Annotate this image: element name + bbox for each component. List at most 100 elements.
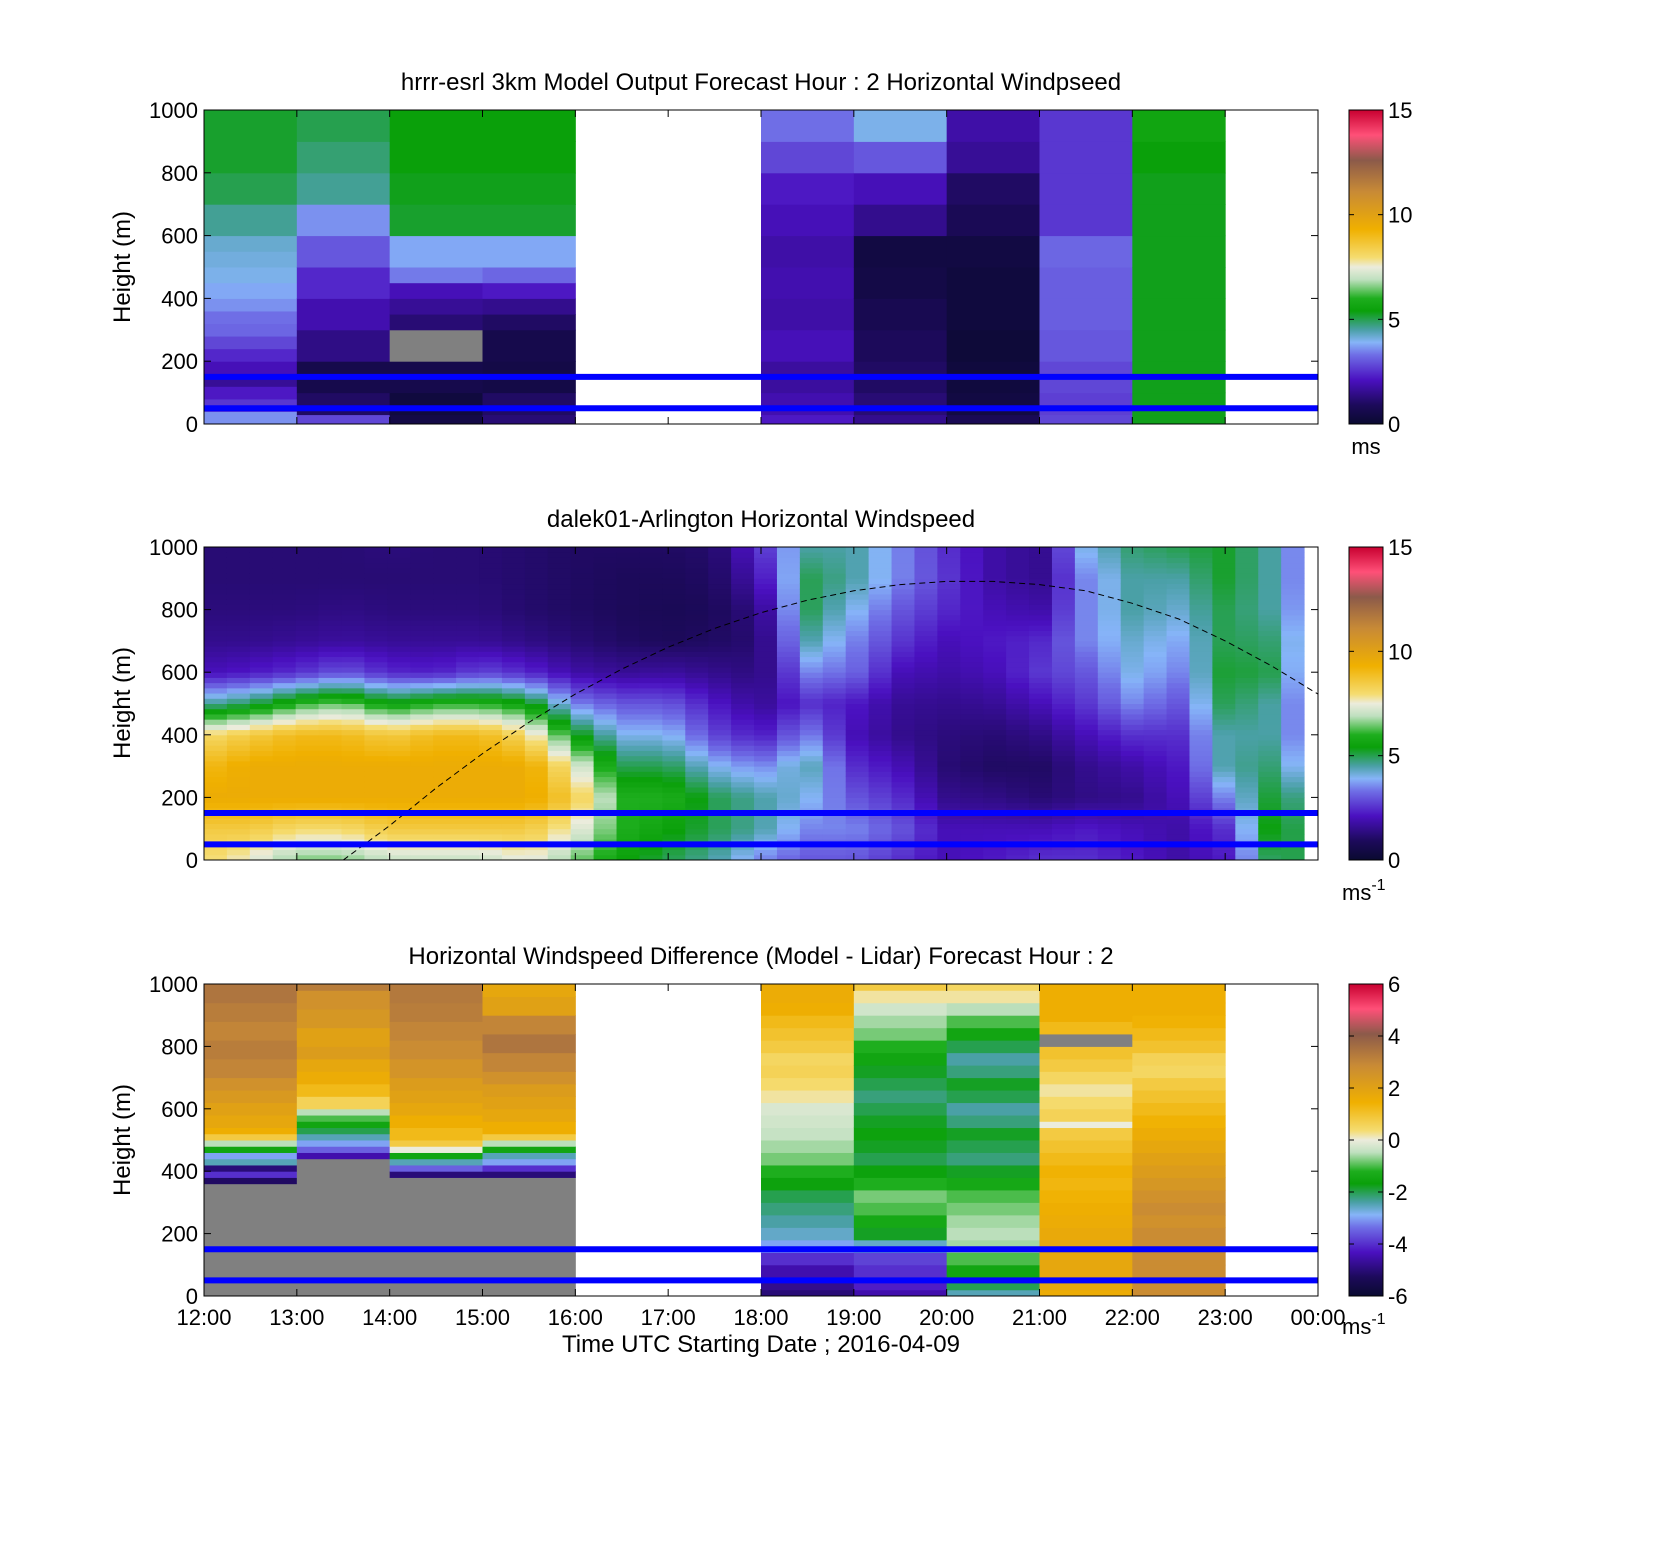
heatmap-cell xyxy=(1074,562,1099,569)
heatmap-cell xyxy=(1051,630,1076,637)
colorbar-tick-label: 15 xyxy=(1388,98,1412,123)
heatmap-cell xyxy=(1235,693,1259,699)
heatmap-cell xyxy=(914,797,938,804)
heatmap-cell xyxy=(249,578,274,585)
heatmap-cell xyxy=(364,573,388,579)
heatmap-cell xyxy=(616,823,640,830)
heatmap-cell xyxy=(616,766,640,772)
heatmap-cell xyxy=(1029,792,1053,798)
heatmap-cell xyxy=(1006,583,1030,590)
heatmap-cell xyxy=(1120,682,1145,689)
heatmap-cell xyxy=(1281,640,1305,647)
heatmap-cell xyxy=(731,745,755,751)
heatmap-cell xyxy=(662,740,686,746)
heatmap-cell xyxy=(685,854,709,860)
heatmap-cell xyxy=(272,724,297,731)
heatmap-cell xyxy=(1132,298,1226,331)
heatmap-cell xyxy=(1029,646,1053,652)
heatmap-cell xyxy=(937,750,961,757)
heatmap-cell xyxy=(639,698,663,704)
heatmap-cell xyxy=(364,745,388,751)
heatmap-cell xyxy=(1281,573,1305,579)
heatmap-cell xyxy=(226,687,251,694)
heatmap-cell xyxy=(731,578,755,585)
heatmap-cell xyxy=(937,620,961,626)
heatmap-cell xyxy=(937,698,961,704)
heatmap-cell xyxy=(1006,833,1030,840)
heatmap-cell xyxy=(731,547,755,553)
heatmap-cell xyxy=(639,630,663,637)
heatmap-cell xyxy=(1281,771,1305,778)
heatmap-cell xyxy=(204,1146,298,1153)
heatmap-cell xyxy=(364,635,388,642)
heatmap-cell xyxy=(891,823,915,830)
heatmap-cell xyxy=(364,677,388,684)
heatmap-cell xyxy=(1006,854,1030,860)
heatmap-cell xyxy=(960,755,984,762)
heatmap-cell xyxy=(364,614,388,621)
heatmap-cell xyxy=(272,609,297,616)
heatmap-cell xyxy=(1051,562,1076,569)
heatmap-cell xyxy=(593,755,618,762)
heatmap-cell xyxy=(616,755,640,762)
heatmap-cell xyxy=(1235,562,1259,569)
heatmap-cell xyxy=(616,703,640,710)
heatmap-cell xyxy=(1212,833,1236,840)
heatmap-cell xyxy=(983,849,1007,856)
heatmap-cell xyxy=(1281,740,1305,746)
panel-lidar: dalek01-Arlington Horizontal Windspeed 0… xyxy=(109,506,1412,905)
heatmap-cell xyxy=(1143,740,1168,746)
heatmap-cell xyxy=(960,656,984,663)
heatmap-cell xyxy=(1166,854,1190,860)
heatmap-cell xyxy=(1166,745,1190,751)
heatmap-cell xyxy=(685,557,709,564)
heatmap-cell xyxy=(204,984,298,1004)
heatmap-cell xyxy=(501,614,526,621)
heatmap-cell xyxy=(983,797,1007,804)
heatmap-cell xyxy=(226,567,251,574)
heatmap-cell xyxy=(708,776,732,783)
heatmap-cell xyxy=(983,786,1007,793)
heatmap-cell xyxy=(1281,698,1305,704)
heatmap-cell xyxy=(1166,740,1190,746)
heatmap-cell xyxy=(1235,630,1259,637)
heatmap-cell xyxy=(1039,1083,1133,1097)
heatmap-cell xyxy=(914,740,938,746)
heatmap-cell xyxy=(853,1027,948,1041)
heatmap-cell xyxy=(1212,552,1236,558)
heatmap-cell xyxy=(822,833,847,840)
heatmap-cell xyxy=(387,567,411,574)
heatmap-cell xyxy=(1281,562,1305,569)
heatmap-cell xyxy=(1258,760,1282,767)
heatmap-cell xyxy=(1143,630,1168,637)
colorbar-tick-label: -2 xyxy=(1388,1180,1408,1205)
heatmap-cell xyxy=(295,599,320,605)
heatmap-cell xyxy=(708,849,732,856)
heatmap-cell xyxy=(868,755,893,762)
heatmap-cell xyxy=(708,802,732,809)
heatmap-cell xyxy=(708,740,732,746)
heatmap-cell xyxy=(1029,593,1053,600)
heatmap-cell xyxy=(1074,818,1099,824)
heatmap-cell xyxy=(547,797,572,804)
heatmap-cell xyxy=(226,708,251,715)
heatmap-cell xyxy=(482,235,576,268)
heatmap-cell xyxy=(662,547,686,553)
heatmap-cell xyxy=(799,640,824,647)
heatmap-cell xyxy=(639,672,663,678)
heatmap-cell xyxy=(983,734,1007,741)
heatmap-cell xyxy=(1189,640,1213,647)
heatmap-cell xyxy=(387,760,411,767)
heatmap-cell xyxy=(708,724,732,731)
heatmap-cell xyxy=(1235,567,1259,574)
heatmap-cell xyxy=(249,672,274,678)
heatmap-cell xyxy=(754,755,778,762)
heatmap-cell xyxy=(501,547,526,553)
heatmap-cell xyxy=(914,677,938,684)
heatmap-cell xyxy=(226,547,251,553)
heatmap-cell xyxy=(433,792,457,798)
heatmap-cell xyxy=(1281,625,1305,631)
heatmap-cell xyxy=(1281,682,1305,689)
heatmap-cell xyxy=(389,110,483,142)
heatmap-cell xyxy=(662,666,686,673)
